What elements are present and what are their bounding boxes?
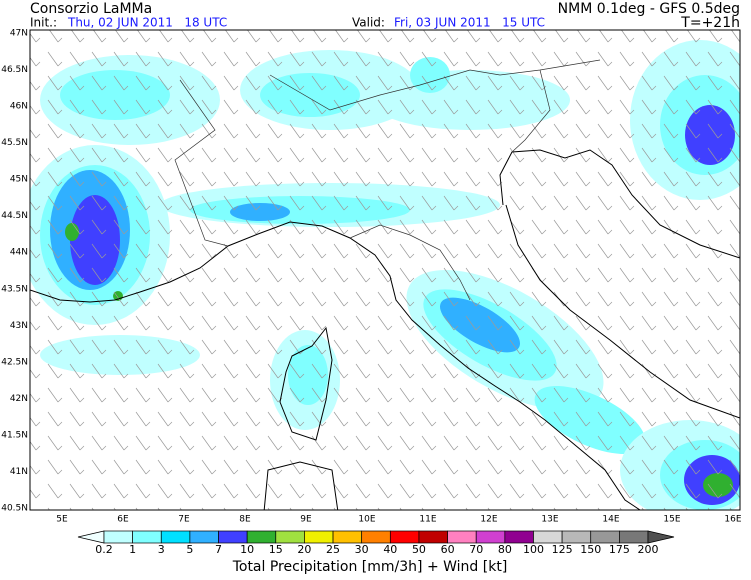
colorbar-level: 200 [638,543,659,556]
colorbar-level: 25 [326,543,340,556]
colorbar-level: 50 [412,543,426,556]
colorbar-box [189,530,219,544]
colorbar-level: 175 [609,543,630,556]
map-area [30,30,740,510]
lat-label: 42N [10,394,28,404]
colorbar-level: 70 [469,543,483,556]
colorbar-box [132,530,162,544]
colorbar-level: 0.2 [95,543,113,556]
lon-label: 11E [419,515,436,525]
colorbar-level: 15 [269,543,283,556]
lat-label: 40.5N [1,504,28,514]
colorbar-box [218,530,248,544]
lon-label: 6E [117,515,129,525]
colorbar-high-end [647,530,675,544]
lon-label: 13E [541,515,558,525]
colorbar-level: 1 [129,543,136,556]
colorbar-level: 80 [498,543,512,556]
lat-label: 43N [10,321,28,331]
colorbar-level: 125 [552,543,573,556]
wind-barbs [30,30,740,510]
lat-label: 45.5N [1,138,28,148]
colorbar-box [475,530,506,544]
colorbar-box [447,530,477,544]
colorbar-box [533,530,563,544]
colorbar-level: 30 [355,543,369,556]
borders [174,59,601,301]
map-frame [29,29,741,511]
valid-label: Valid: [352,16,385,30]
lat-label: 44.5N [1,211,28,221]
init-time: Thu, 02 JUN 2011 18 UTC [67,16,227,30]
lon-label: 5E [56,515,68,525]
colorbar-level: 10 [240,543,254,556]
lon-label: 15E [663,515,680,525]
lon-label: 7E [178,515,190,525]
model: NMM 0.1deg - GFS 0.5deg [558,1,740,17]
lat-label: 44N [10,248,28,258]
lat-label: 42.5N [1,357,28,367]
lon-label: 8E [239,515,251,525]
coastlines [30,149,740,510]
colorbar-box [504,530,534,544]
lat-label: 41.5N [1,430,28,440]
lat-label: 45N [10,175,28,185]
lon-label: 16E [724,515,741,525]
colorbar-level: 100 [523,543,544,556]
init-label: Init.: [30,16,57,30]
colorbar-box [389,530,420,544]
colorbar-low-end [77,530,105,544]
colorbar-box [304,530,334,544]
colorbar-level: 5 [186,543,193,556]
title: Consorzio LaMMa [30,1,152,17]
lat-label: 41N [10,467,28,477]
colorbar-level: 3 [158,543,165,556]
colorbar-box [361,530,391,544]
lat-label: 46N [10,102,28,112]
colorbar-box [418,530,448,544]
lon-label: 12E [480,515,497,525]
colorbar-box [275,530,305,544]
colorbar-box [590,530,620,544]
colorbar-level: 40 [383,543,397,556]
lon-label: 9E [300,515,312,525]
colorbar-level: 150 [580,543,601,556]
lead-time: T=+21h [680,15,740,31]
colorbar-box [160,530,191,544]
colorbar-title: Total Precipitation [mm/3h] + Wind [kt] [232,559,508,575]
colorbar-box [103,530,133,544]
lon-label: 14E [602,515,619,525]
colorbar-level: 7 [215,543,222,556]
axis-labels: 47N 46.5N 46N 45.5N 45N 44.5N 44N 43.5N 43N 42.5N… [1,29,742,525]
colorbar: 0.2 1 3 5 7 10 15 20 25 30 40 50 60 70 80 100 125 150 175 2… [77,530,675,556]
colorbar-box [332,530,363,544]
colorbar-box [619,530,649,544]
valid-time: Fri, 03 JUN 2011 15 UTC [394,16,545,30]
lat-label: 47N [10,29,28,39]
colorbar-level: 60 [441,543,455,556]
colorbar-box [246,530,277,544]
lon-label: 10E [358,515,375,525]
colorbar-box [561,530,592,544]
colorbar-level: 20 [297,543,311,556]
lat-label: 46.5N [1,65,28,75]
lat-label: 43.5N [1,284,28,294]
